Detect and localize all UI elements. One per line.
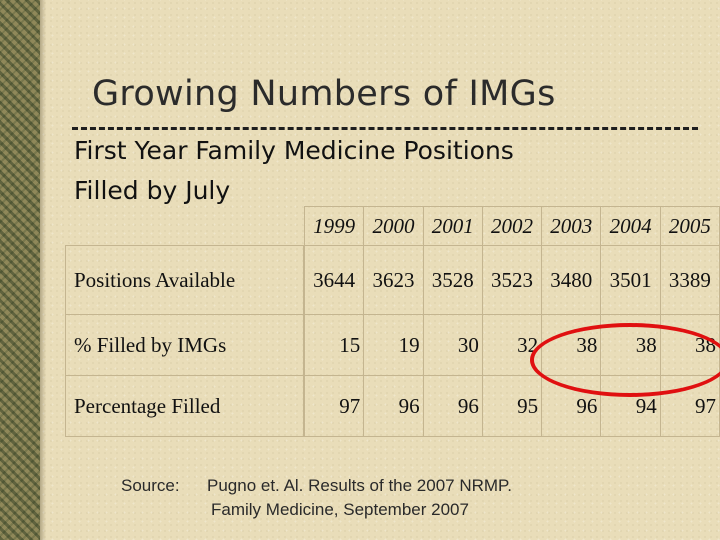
source-citation: Source: Pugno et. Al. Results of the 2007… (121, 474, 512, 522)
year-header: 2001 (422, 206, 483, 246)
table-cell: 96 (422, 375, 483, 437)
table-cell: 30 (422, 314, 483, 376)
title-divider (72, 127, 698, 130)
source-label: Source: (121, 476, 180, 495)
row-label: Percentage Filled (64, 375, 305, 437)
subtitle-line-2: Filled by July (74, 176, 231, 205)
table-row: Percentage Filled 97 96 96 95 96 94 97 (64, 375, 720, 437)
year-header: 1999 (304, 206, 365, 246)
row-label: Positions Available (64, 245, 305, 315)
table-cell: 97 (304, 375, 365, 437)
table-header-row: 1999 2000 2001 2002 2003 2004 2005 (66, 206, 720, 246)
table-cell: 95 (481, 375, 543, 437)
year-header: 2003 (541, 206, 602, 246)
table-cell: 3389 (659, 245, 720, 315)
row-label: % Filled by IMGs (64, 314, 305, 376)
table-cell: 3528 (422, 245, 483, 315)
slide-title: Growing Numbers of IMGs (92, 74, 556, 114)
positions-table: 1999 2000 2001 2002 2003 2004 2005 Posit… (64, 206, 720, 437)
highlight-ellipse (530, 323, 720, 397)
source-line-1: Pugno et. Al. Results of the 2007 NRMP. (207, 476, 512, 495)
table-cell: 15 (304, 314, 365, 376)
subtitle-line-1: First Year Family Medicine Positions (74, 136, 514, 165)
year-header: 2000 (363, 206, 424, 246)
year-header: 2002 (481, 206, 543, 246)
slide-subtitle: First Year Family Medicine Positions Fil… (74, 131, 634, 211)
table-cell: 3501 (600, 245, 661, 315)
table-cell: 19 (363, 314, 424, 376)
year-header: 2005 (659, 206, 720, 246)
table-cell: 3480 (541, 245, 602, 315)
header-empty-cell (66, 207, 304, 246)
table-cell: 3523 (481, 245, 543, 315)
table-cell: 3644 (304, 245, 365, 315)
table-cell: 96 (363, 375, 424, 437)
table-row: % Filled by IMGs 15 19 30 32 38 38 38 (64, 314, 720, 376)
source-line-2: Family Medicine, September 2007 (211, 500, 469, 519)
year-header: 2004 (600, 206, 661, 246)
decorative-border-strip (0, 0, 46, 540)
table-cell: 3623 (363, 245, 424, 315)
table-row: Positions Available 3644 3623 3528 3523 … (64, 245, 720, 315)
